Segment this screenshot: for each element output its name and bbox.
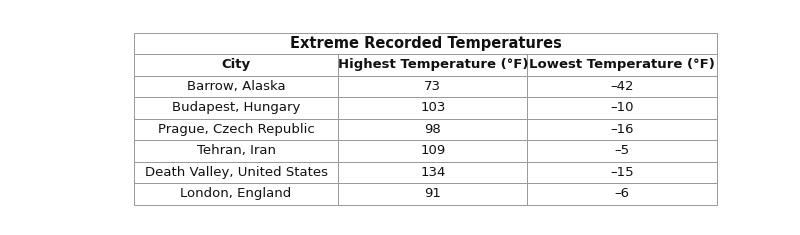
Bar <box>134 76 338 97</box>
Text: 91: 91 <box>424 187 442 200</box>
Text: City: City <box>222 59 250 71</box>
Text: –16: –16 <box>610 123 634 136</box>
Text: 109: 109 <box>420 144 446 157</box>
Bar <box>338 97 527 119</box>
Text: Budapest, Hungary: Budapest, Hungary <box>172 102 300 114</box>
Text: Extreme Recorded Temperatures: Extreme Recorded Temperatures <box>290 36 562 51</box>
Bar <box>527 119 717 140</box>
Bar <box>134 162 338 183</box>
Text: Prague, Czech Republic: Prague, Czech Republic <box>158 123 314 136</box>
Bar <box>527 76 717 97</box>
Text: –10: –10 <box>610 102 634 114</box>
Bar <box>134 33 717 54</box>
Bar <box>134 140 338 162</box>
Bar <box>338 54 527 76</box>
Bar <box>527 140 717 162</box>
Bar <box>527 54 717 76</box>
Text: Tehran, Iran: Tehran, Iran <box>197 144 275 157</box>
Bar <box>338 119 527 140</box>
Bar <box>338 183 527 205</box>
Bar <box>527 97 717 119</box>
Text: Highest Temperature (°F): Highest Temperature (°F) <box>338 59 528 71</box>
Text: –15: –15 <box>610 166 634 179</box>
Bar <box>134 97 338 119</box>
Text: Barrow, Alaska: Barrow, Alaska <box>186 80 286 93</box>
Text: London, England: London, England <box>181 187 292 200</box>
Bar <box>338 76 527 97</box>
Bar <box>134 183 338 205</box>
Text: 98: 98 <box>425 123 441 136</box>
Bar <box>527 162 717 183</box>
Bar <box>134 119 338 140</box>
Bar <box>527 183 717 205</box>
Bar <box>338 162 527 183</box>
Text: Lowest Temperature (°F): Lowest Temperature (°F) <box>530 59 715 71</box>
Text: 103: 103 <box>420 102 446 114</box>
Text: 134: 134 <box>420 166 446 179</box>
Text: –42: –42 <box>610 80 634 93</box>
Bar <box>338 140 527 162</box>
Text: –6: –6 <box>614 187 630 200</box>
Text: –5: –5 <box>614 144 630 157</box>
Text: Death Valley, United States: Death Valley, United States <box>145 166 327 179</box>
Bar <box>134 54 338 76</box>
Text: 73: 73 <box>424 80 442 93</box>
